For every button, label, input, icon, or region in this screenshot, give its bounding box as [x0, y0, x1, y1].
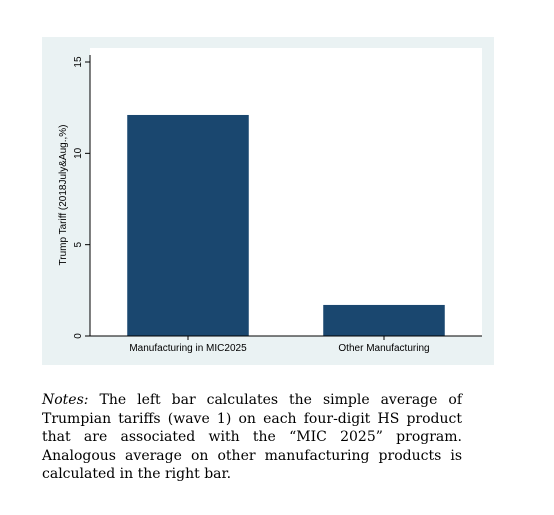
y-tick-label-2: 10	[73, 147, 84, 159]
bars-layer	[127, 114, 445, 337]
y-ticks-layer: 0 5 10 15	[73, 56, 90, 339]
y-axis-title: Trump Tariff (2018July&Aug.,%)	[58, 125, 69, 266]
y-tick-label-0: 0	[73, 333, 84, 339]
y-tick-label-3: 15	[73, 56, 84, 68]
chart-figure: 0 5 10 15 Manufacturing in MIC2025 Other Man…	[42, 37, 494, 365]
x-tick-label-0: Manufacturing in MIC2025	[129, 343, 247, 354]
notes-text: The left bar calculates the simple avera…	[42, 392, 462, 482]
y-tick-label-1: 5	[73, 241, 84, 247]
bar-1	[323, 304, 445, 336]
bar-0	[127, 114, 249, 337]
x-tick-label-1: Other Manufacturing	[338, 343, 429, 354]
x-labels-layer: Manufacturing in MIC2025 Other Manufactur…	[129, 336, 430, 354]
notes-lead: Notes:	[42, 392, 89, 408]
bar-chart: 0 5 10 15 Manufacturing in MIC2025 Other Man…	[58, 48, 482, 354]
notes-paragraph: Notes: The left bar calculates the simpl…	[42, 391, 462, 484]
